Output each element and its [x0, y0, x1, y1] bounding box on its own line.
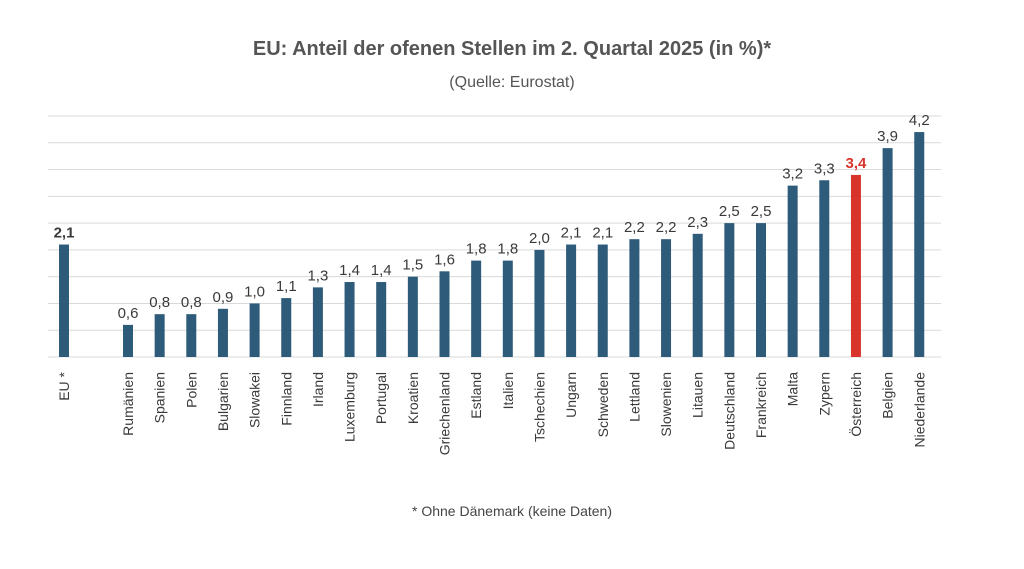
value-label-25: 3,9 — [877, 128, 898, 145]
bar-9 — [376, 282, 387, 357]
category-label-17: Lettland — [626, 372, 642, 422]
bar-14 — [534, 249, 545, 357]
chart-subtitle: (Quelle: Eurostat) — [449, 74, 575, 91]
category-label-21: Frankreich — [753, 372, 769, 438]
category-label-2: Spanien — [152, 372, 168, 423]
value-label-1: 0,6 — [118, 305, 139, 322]
bar-23 — [819, 180, 830, 357]
value-label-3: 0,8 — [181, 294, 202, 311]
category-label-23: Zypern — [816, 372, 832, 416]
chart-footnote: * Ohne Dänemark (keine Daten) — [412, 503, 612, 519]
value-label-8: 1,4 — [339, 262, 360, 279]
value-label-18: 2,2 — [656, 219, 677, 236]
category-label-12: Estland — [468, 372, 484, 419]
category-label-10: Kroatien — [405, 372, 421, 424]
value-label-13: 1,8 — [497, 241, 518, 258]
category-label-3: Polen — [183, 372, 199, 408]
category-label-26: Niederlande — [911, 372, 927, 448]
category-label-14: Tschechien — [531, 372, 547, 442]
value-label-2: 0,8 — [149, 294, 170, 311]
value-label-22: 3,2 — [782, 166, 803, 183]
value-label-16: 2,1 — [592, 225, 613, 242]
bar-20 — [724, 223, 735, 357]
bar-19 — [692, 233, 703, 357]
bar-6 — [281, 298, 292, 357]
category-label-11: Griechenland — [437, 372, 453, 455]
value-label-10: 1,5 — [402, 257, 423, 274]
bar-18 — [661, 239, 672, 357]
category-label-24: Österreich — [847, 372, 864, 437]
category-labels: EU * Rumänien Spanien Polen Bulgarien Slowake… — [56, 371, 927, 455]
category-label-9: Portugal — [373, 372, 389, 424]
value-label-0: 2,1 — [54, 225, 75, 242]
category-label-15: Ungarn — [563, 372, 579, 418]
bar-2 — [154, 314, 165, 357]
category-label-6: Finnland — [278, 372, 294, 426]
bar-26 — [914, 132, 925, 357]
bar-13 — [502, 260, 513, 357]
value-label-9: 1,4 — [371, 262, 392, 279]
bar-10 — [407, 276, 418, 357]
gridlines — [48, 115, 941, 358]
bar-24 — [850, 174, 861, 357]
bar-16 — [597, 244, 608, 357]
value-label-4: 0,9 — [213, 289, 234, 306]
bar-5 — [249, 303, 260, 357]
bar-8 — [344, 282, 355, 357]
value-label-15: 2,1 — [561, 225, 582, 242]
value-label-7: 1,3 — [307, 267, 328, 284]
value-label-24: 3,4 — [846, 155, 868, 172]
bar-22 — [787, 185, 798, 357]
value-label-20: 2,5 — [719, 203, 740, 220]
category-label-13: Italien — [500, 372, 516, 409]
category-label-18: Slowenien — [658, 372, 674, 437]
bar-25 — [882, 148, 893, 357]
bars — [59, 132, 925, 357]
chart-title: EU: Anteil der ofenen Stellen im 2. Quar… — [252, 38, 772, 60]
value-label-5: 1,0 — [244, 283, 265, 300]
bar-7 — [312, 287, 323, 357]
bar-1 — [123, 324, 133, 357]
value-label-14: 2,0 — [529, 230, 550, 247]
value-label-19: 2,3 — [687, 214, 708, 231]
bar-4 — [217, 308, 228, 357]
category-label-1: Rumänien — [120, 372, 136, 436]
category-label-4: Bulgarien — [215, 372, 231, 431]
bar-12 — [471, 260, 482, 357]
category-label-16: Schweden — [595, 372, 611, 437]
value-label-26: 4,2 — [909, 112, 930, 129]
category-label-0: EU * — [56, 371, 72, 400]
bar-21 — [756, 223, 766, 357]
category-label-19: Litauen — [690, 372, 706, 418]
value-label-11: 1,6 — [434, 251, 455, 268]
category-label-25: Belgien — [880, 372, 896, 419]
bar-0 — [59, 244, 69, 357]
bar-15 — [566, 244, 577, 357]
value-label-21: 2,5 — [751, 203, 772, 220]
bar-3 — [186, 314, 197, 357]
value-labels: 2,1 0,6 0,8 0,8 0,9 1,0 1,1 1,3 1,4 1,4 1,5 1,6 1,8 1… — [54, 112, 930, 322]
value-label-6: 1,1 — [276, 278, 297, 295]
bar-17 — [629, 239, 640, 357]
value-label-17: 2,2 — [624, 219, 645, 236]
category-label-7: Irland — [310, 372, 326, 407]
bar-11 — [439, 271, 450, 357]
category-label-5: Slowakei — [247, 372, 263, 428]
category-label-8: Luxemburg — [342, 372, 358, 442]
category-label-20: Deutschland — [721, 372, 737, 450]
value-label-12: 1,8 — [466, 241, 487, 258]
category-label-22: Malta — [785, 372, 801, 406]
value-label-23: 3,3 — [814, 160, 835, 177]
